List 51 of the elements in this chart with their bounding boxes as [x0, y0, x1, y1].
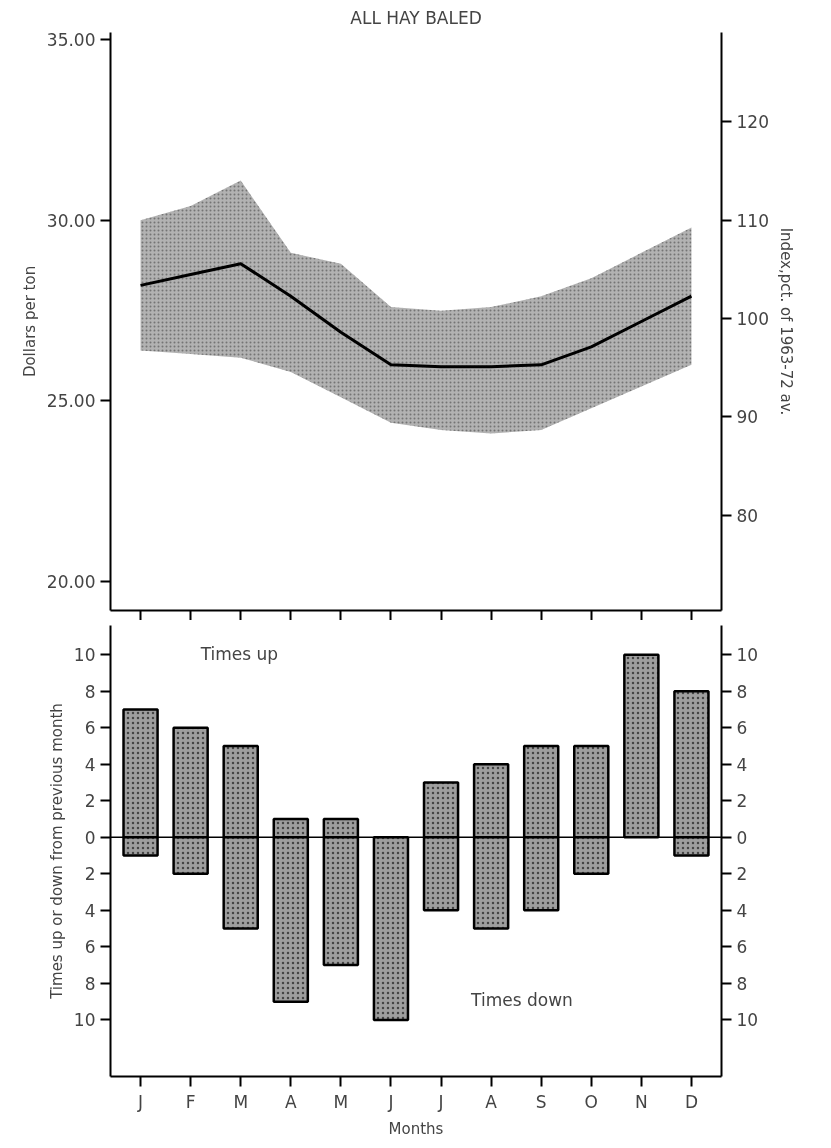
y2-tick-label: 8	[736, 973, 748, 994]
x-tick-label: D	[684, 1091, 698, 1112]
y2-tick-label: 10	[736, 645, 759, 666]
x-tick-label: M	[233, 1091, 249, 1112]
y2-tick-label: 4	[736, 900, 748, 921]
y2-tick-label: 6	[736, 937, 748, 958]
y2-tick-label: 10	[736, 1010, 759, 1031]
y-tick-label: 6	[84, 937, 96, 958]
y2-tick-label: 100	[736, 309, 769, 330]
y-axis-title: Dollars per ton	[20, 265, 39, 378]
y2-tick-label: 80	[736, 505, 759, 526]
x-tick-label: M	[333, 1091, 349, 1112]
y-tick-label: 20.00	[46, 572, 96, 593]
y2-tick-label: 90	[736, 407, 759, 428]
y2-tick-label: 6	[736, 718, 748, 739]
x-tick-label: N	[635, 1091, 648, 1112]
x-tick-label: J	[387, 1091, 394, 1112]
y2-tick-label: 8	[736, 681, 748, 702]
y2-tick-label: 0	[736, 827, 748, 848]
x-tick-label: J	[437, 1091, 444, 1112]
x-axis-title: Months	[388, 1119, 444, 1138]
y-tick-label: 8	[84, 973, 96, 994]
y2-axis-title: Index,pct. of 1963-72 av.	[776, 227, 795, 416]
y-tick-label: 4	[84, 900, 96, 921]
y2-tick-label: 110	[736, 210, 769, 231]
y-tick-label: 6	[84, 718, 96, 739]
x-tick-label: F	[185, 1091, 196, 1112]
y-tick-label: 0	[84, 827, 96, 848]
annotation: Times down	[470, 989, 573, 1010]
y-tick-label: 10	[73, 1010, 96, 1031]
y-axis-title: Times up or down from previous month	[47, 703, 66, 1000]
y-tick-label: 4	[84, 754, 96, 775]
y-tick-label: 30.00	[46, 210, 96, 231]
chart-title: ALL HAY BALED	[350, 7, 482, 28]
y-tick-label: 2	[84, 864, 96, 885]
y2-tick-label: 4	[736, 754, 748, 775]
y-tick-label: 10	[73, 645, 96, 666]
x-tick-label: J	[137, 1091, 144, 1112]
y2-tick-label: 120	[736, 112, 769, 133]
y2-tick-label: 2	[736, 791, 748, 812]
x-tick-label: A	[284, 1091, 297, 1112]
y-tick-label: 25.00	[46, 391, 96, 412]
y-tick-label: 35.00	[46, 30, 96, 51]
line-series	[139, 262, 693, 369]
x-tick-label: O	[584, 1091, 598, 1112]
x-tick-label: A	[485, 1091, 498, 1112]
annotation: Times up	[199, 643, 279, 664]
y-tick-label: 2	[84, 791, 96, 812]
y-tick-label: 8	[84, 681, 96, 702]
x-tick-label: S	[535, 1091, 547, 1112]
y2-tick-label: 2	[736, 864, 748, 885]
